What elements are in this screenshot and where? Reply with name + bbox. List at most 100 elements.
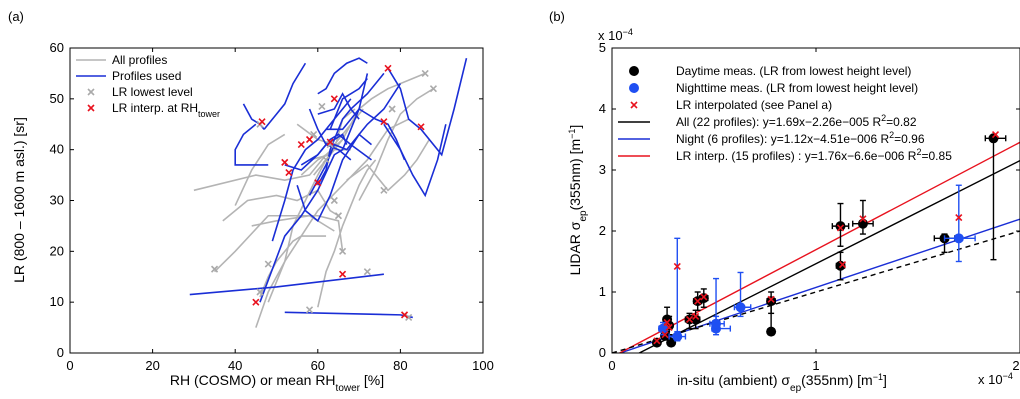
lr-interpolated-marker-stroke: [663, 318, 671, 327]
y-tick-label: 20: [50, 243, 64, 258]
legend-entry-text: Daytime meas. (LR from lowest height lev…: [676, 64, 911, 78]
all-profile-line: [358, 87, 434, 201]
lr-lowest-level-marker: [380, 186, 388, 194]
legend-x-swatch-stroke: [630, 101, 638, 109]
legend-entry-label: LR interpolated (see Panel a): [676, 98, 832, 112]
y-tick-label: 0: [57, 345, 64, 360]
profile-used-line: [317, 57, 368, 95]
lr-interpolated-marker-stroke: [692, 312, 700, 320]
lr-interpolated-marker-stroke: [653, 337, 661, 345]
y-tick-label: 40: [50, 142, 64, 157]
legend-entry-text: Night (6 profiles): y=1.12x−4.51e−006 R: [676, 132, 889, 146]
lr-lowest-level-marker-stroke: [363, 268, 371, 276]
lr-lowest-level-marker: [264, 260, 272, 268]
legend-x-swatch: [87, 104, 95, 112]
x-tick-label: 100: [472, 358, 494, 373]
lr-interp-marker-stroke: [339, 270, 347, 278]
panel-a-legend: All profiles Profiles used LR lowest level…: [76, 53, 220, 119]
lr-lowest-level-marker: [363, 268, 371, 276]
lr-interpolated-marker-stroke: [661, 331, 669, 339]
all-profile-line: [251, 214, 335, 232]
y-tick-label: 2: [599, 223, 606, 238]
lr-interpolated-marker: [700, 293, 708, 301]
profile-used-line: [296, 133, 372, 223]
lr-interp-marker-stroke: [258, 118, 266, 126]
lr-lowest-level-marker: [429, 85, 438, 93]
all-profile-line: [346, 139, 430, 192]
y-tick-label: 60: [50, 40, 64, 55]
panel-a-label: (a): [8, 9, 24, 24]
legend-entry-label: LR lowest level: [112, 85, 193, 99]
daytime-point: [666, 337, 677, 348]
lr-lowest-level-marker: [388, 105, 396, 113]
y-tick-label: 10: [50, 294, 64, 309]
lr-lowest-level-marker-stroke: [256, 288, 264, 296]
legend-entry-text: All profiles: [112, 53, 167, 67]
fit-line: [618, 141, 1020, 353]
lr-interpolated-marker: [838, 260, 847, 269]
lr-interpolated-marker: [767, 295, 775, 303]
daytime-point-dot: [698, 293, 709, 304]
lr-interpolated-marker: [661, 331, 669, 339]
lr-lowest-level-marker-stroke: [330, 196, 338, 205]
all-profile-line: [234, 133, 286, 206]
legend-entry-label: Daytime meas. (LR from lowest height lev…: [676, 64, 911, 78]
lr-lowest-level-marker-stroke: [405, 313, 413, 321]
legend-entry-text: LR lowest level: [112, 85, 193, 99]
panel-a-y-axis-label: LR (800 – 1600 m asl.) [sr]: [11, 117, 27, 283]
panel-a: (a) 0 20 40 60 80 100 0 10 20 30 40 50 60 All profil…: [8, 9, 494, 394]
lr-interpolated-marker: [663, 318, 671, 327]
profile-used-line: [234, 123, 269, 166]
lr-interp-marker-stroke: [384, 64, 392, 72]
profile-used-line: [263, 62, 307, 130]
x-tick-label: 0: [66, 358, 73, 373]
lr-interpolated-marker-stroke: [836, 224, 845, 232]
x-tick-label: 60: [311, 358, 325, 373]
nighttime-point-dot: [711, 318, 722, 329]
lr-interp-marker-stroke: [285, 168, 293, 177]
lr-interp-marker: [384, 64, 392, 72]
profile-used-line: [317, 92, 360, 120]
lr-interpolated-marker-stroke: [673, 262, 681, 270]
lr-interpolated-marker-stroke: [991, 131, 1000, 139]
nighttime-point: [709, 315, 725, 333]
panel-b-y-exponent: x 10−4: [598, 27, 633, 43]
lr-lowest-level-marker-stroke: [210, 265, 219, 273]
lr-interp-marker-stroke: [330, 95, 338, 103]
daytime-point-dot: [766, 326, 777, 337]
lr-interp-marker-stroke: [400, 311, 409, 319]
lr-interpolated-marker: [694, 297, 702, 305]
lr-interp-marker: [380, 118, 388, 126]
daytime-point-dot: [651, 337, 662, 348]
lr-interp-marker-stroke: [417, 123, 425, 131]
lr-lowest-level-marker: [405, 313, 413, 321]
lr-interpolated-marker: [665, 323, 673, 331]
legend-entry-label: LR interp. at RHtower: [112, 101, 220, 119]
lr-lowest-level-marker: [421, 69, 429, 77]
legend-entry-label: LR interp. (15 profiles) : y=1.76x−6.6e−…: [676, 147, 952, 163]
lr-interp-marker: [305, 135, 314, 144]
daytime-point-dot: [766, 296, 777, 307]
lr-lowest-level-marker-stroke: [388, 105, 396, 113]
lr-lowest-level-marker: [334, 212, 343, 220]
lr-lowest-level-marker-stroke: [318, 102, 326, 111]
lr-lowest-level-marker: [339, 247, 347, 255]
daytime-point: [651, 337, 662, 348]
lr-lowest-level-marker-stroke: [334, 212, 343, 220]
lr-interpolated-marker: [859, 215, 867, 223]
legend-entry-text: All (22 profiles): y=1.69x−2.26e−005 R: [676, 115, 881, 129]
lr-interp-marker: [285, 168, 293, 177]
lr-interp-marker: [400, 311, 409, 319]
legend-entry-superscript: 2: [881, 113, 886, 123]
daytime-point-dot: [835, 221, 846, 232]
profile-used-line: [383, 123, 447, 198]
profile-used-line: [284, 311, 413, 319]
profile-used-line: [300, 133, 348, 166]
lr-interpolated-marker: [991, 131, 1000, 139]
panel-b-x-exponent: x 10−4: [978, 371, 1013, 387]
legend-entry-tail: =0.96: [894, 132, 925, 146]
daytime-point: [984, 133, 1007, 261]
all-profile-line: [317, 159, 377, 308]
daytime-point-dot: [988, 133, 999, 144]
panel-b-label: (b): [549, 9, 565, 24]
